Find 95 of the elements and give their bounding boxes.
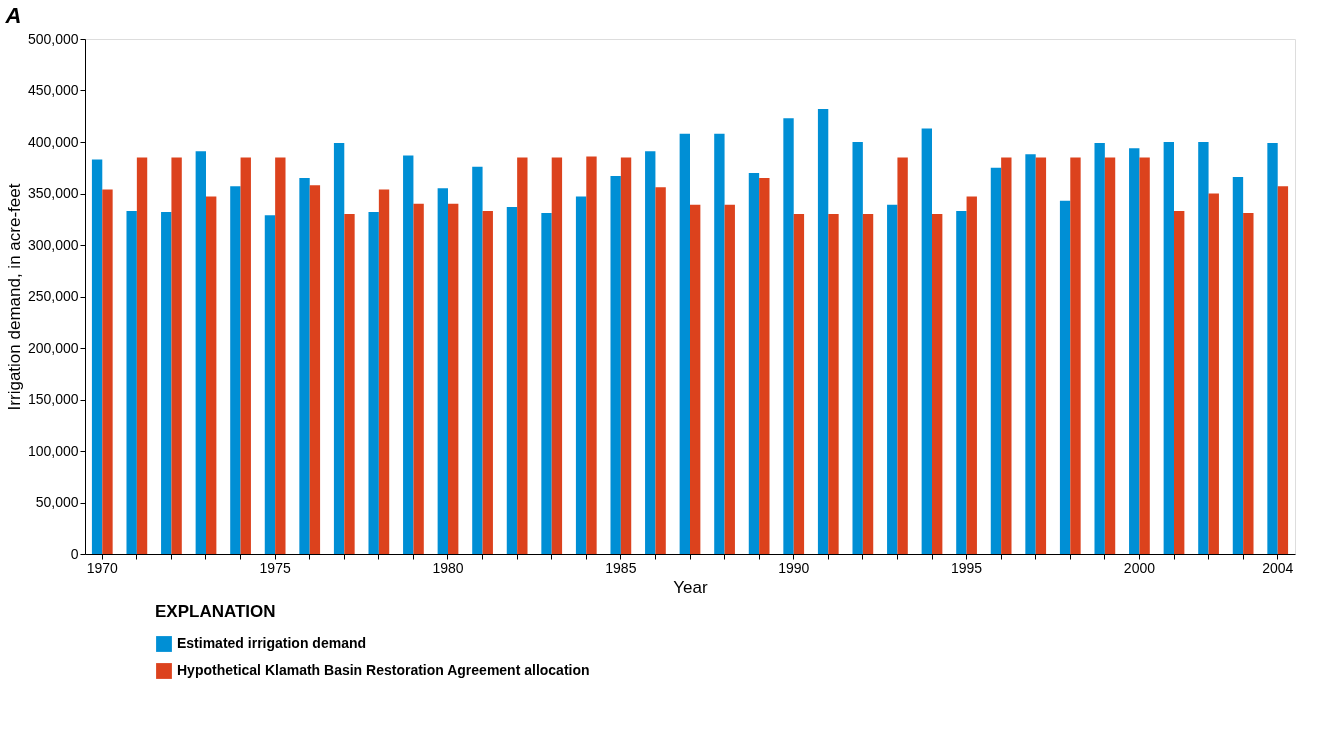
bar	[1277, 186, 1289, 554]
bar	[1174, 211, 1185, 554]
bar	[1243, 213, 1254, 554]
bar	[966, 196, 977, 554]
bar	[368, 212, 379, 554]
bar	[1025, 154, 1036, 554]
bar	[921, 128, 932, 554]
bar	[852, 142, 863, 554]
bar	[206, 196, 217, 554]
bar	[655, 187, 666, 554]
x-tick-label: 1985	[605, 559, 637, 576]
legend-label: Estimated irrigation demand	[177, 635, 367, 651]
bar	[586, 156, 597, 554]
bar	[275, 157, 286, 554]
bar	[437, 188, 448, 554]
x-axis-title: Year	[673, 577, 709, 597]
bar	[1232, 177, 1244, 554]
bar	[990, 167, 1002, 554]
y-tick-label: 100,000	[27, 442, 79, 459]
bar	[472, 166, 483, 554]
bar	[1208, 193, 1219, 554]
bar	[897, 157, 908, 554]
y-tick-label: 0	[70, 545, 79, 562]
bar	[793, 214, 805, 554]
chart-title: A	[4, 3, 22, 28]
x-tick-label: 1975	[259, 559, 291, 576]
bar	[862, 214, 874, 554]
bar	[1198, 142, 1209, 554]
bar	[1070, 157, 1081, 554]
bar	[309, 185, 321, 554]
bar	[887, 204, 898, 554]
bar	[541, 213, 552, 554]
bar	[748, 172, 760, 554]
y-tick-label: 300,000	[27, 236, 79, 253]
bar	[828, 214, 839, 554]
bar	[679, 133, 690, 554]
bar	[161, 212, 172, 554]
bar	[620, 157, 632, 554]
bar	[240, 157, 251, 554]
bar	[1104, 157, 1116, 554]
bar	[230, 186, 241, 554]
bar	[195, 151, 206, 554]
bar	[333, 143, 345, 554]
bar	[690, 204, 701, 554]
bar	[448, 203, 459, 554]
bar	[1059, 200, 1071, 554]
bar	[1035, 157, 1047, 554]
y-tick-label: 50,000	[35, 494, 79, 510]
x-tick-label: 1970	[86, 559, 119, 576]
bar	[264, 215, 276, 554]
bar	[126, 211, 137, 554]
x-tick-label: 2004	[1262, 559, 1294, 576]
x-tick-label: 2000	[1123, 559, 1156, 576]
y-tick-label: 500,000	[27, 30, 79, 47]
y-tick-label: 200,000	[27, 339, 79, 356]
bar	[575, 196, 587, 554]
y-tick-label: 400,000	[27, 133, 79, 150]
bar	[1001, 157, 1012, 554]
bar	[817, 109, 829, 554]
bar	[759, 178, 770, 554]
bar	[171, 157, 182, 554]
legend-label: Hypothetical Klamath Basin Restoration Agreement allocation	[177, 662, 590, 678]
x-tick-label: 1995	[950, 559, 983, 576]
y-axis-title: Irrigation demand, in acre-feet	[4, 183, 24, 411]
y-tick-label: 150,000	[27, 391, 79, 407]
x-tick-label: 1980	[432, 559, 464, 576]
bar	[932, 214, 943, 554]
bar	[1163, 142, 1174, 554]
bar	[1094, 143, 1105, 554]
bar	[299, 178, 310, 554]
y-tick-label: 250,000	[27, 288, 79, 304]
bar	[783, 118, 794, 554]
bar	[724, 204, 735, 554]
bar	[102, 189, 113, 554]
bar	[344, 214, 355, 554]
bar	[1129, 148, 1140, 554]
bar	[645, 151, 656, 554]
bar	[506, 206, 518, 554]
y-tick-label: 350,000	[27, 185, 79, 201]
bar	[403, 155, 414, 554]
bar	[136, 157, 148, 554]
bar	[1267, 143, 1278, 554]
bar	[482, 211, 493, 554]
bar	[714, 133, 725, 554]
bar	[551, 157, 563, 554]
bar	[413, 203, 424, 554]
y-tick-label: 450,000	[27, 82, 79, 98]
bar	[956, 211, 967, 554]
bar	[517, 157, 528, 554]
bar	[610, 175, 621, 554]
bar	[91, 159, 103, 554]
bar	[378, 189, 390, 554]
bar	[1139, 157, 1150, 554]
legend-title: EXPLANATION	[155, 602, 276, 621]
x-tick-label: 1990	[778, 559, 810, 576]
